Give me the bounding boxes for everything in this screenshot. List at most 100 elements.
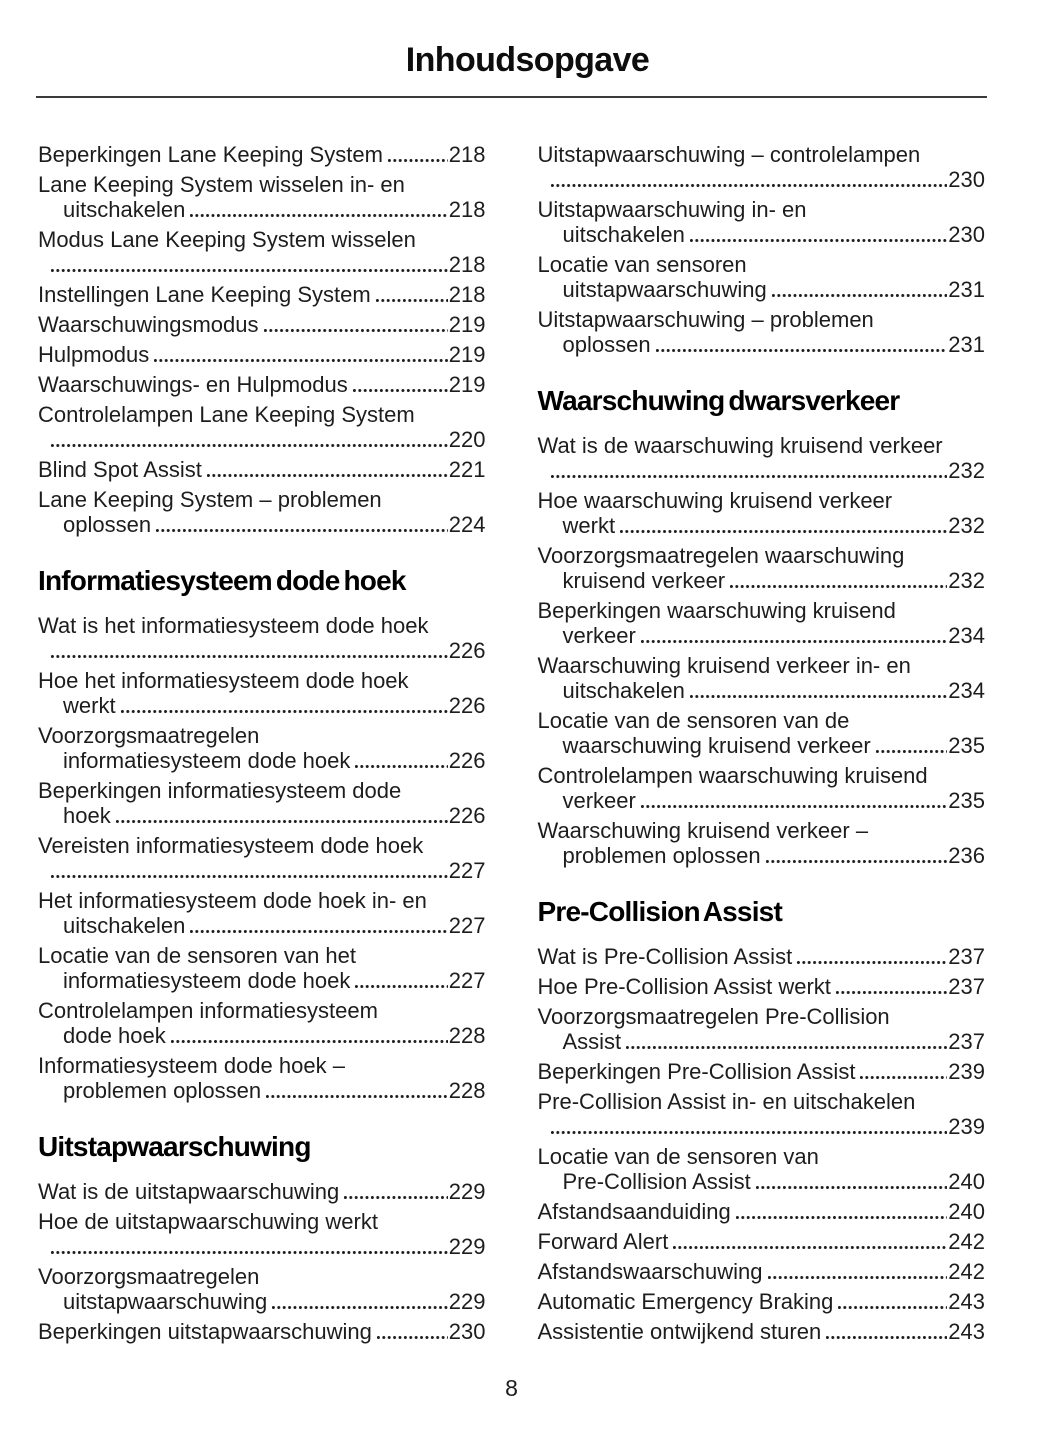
toc-entry: Pre-Collision Assist in- en uitschakelen… [538,1089,986,1139]
toc-entry-text: Beperkingen Lane Keeping System [38,142,383,167]
toc-entry-page-number: 219 [448,312,486,337]
toc-entry-page-number: 218 [448,282,486,307]
toc-entry-text: Wat is Pre-Collision Assist [537,944,793,969]
dot-leader [730,568,948,593]
dot-leader [689,222,948,247]
toc-entry-leader-line: 230 [538,167,985,192]
toc-entry-text: Assist [562,1029,622,1054]
toc-entry-text: dode hoek [63,1023,166,1048]
toc-entry-text: Hulpmodus [38,342,150,367]
toc-entry-line: Lane Keeping System wisselen in- en [38,172,405,197]
toc-entry: Controlelampen waarschuwing kruisend verk… [538,763,986,813]
toc-entry-line: Controlelampen informatiesysteem [38,998,378,1023]
toc-entry-leader-line: Assistentie ontwijkend sturen 243 [538,1319,986,1344]
toc-entry-leader-line: Instellingen Lane Keeping System 218 [38,282,486,307]
toc-entry-page-number: 226 [448,638,486,663]
toc-entry-text: Afstandswaarschuwing [537,1259,763,1284]
toc-entry-line: Beperkingen informatiesysteem dode [38,778,402,803]
dot-leader [387,142,448,167]
toc-entry-page-number: 230 [448,1319,486,1344]
dot-leader [765,843,948,868]
dot-leader [355,748,449,773]
toc-entry-page-number: 227 [448,858,486,883]
toc-entry: Hoe de uitstapwaarschuwing werkt 229 [38,1209,486,1259]
toc-entry-leader-line: hoek 226 [38,803,486,828]
toc-entry-leader-line: 227 [38,858,486,883]
toc-entry-page-number: 226 [448,803,486,828]
toc-entry: Forward Alert 242 [538,1229,986,1254]
section-heading: Pre-Collision Assist [537,896,783,927]
toc-entry-line: Het informatiesysteem dode hoek in- en [38,888,427,913]
toc-entry-leader-line: werkt 232 [538,513,986,538]
toc-entry: Locatie van de sensoren van het informati… [38,943,486,993]
toc-entry-leader-line: Blind Spot Assist 221 [38,457,486,482]
toc-entry-page-number: 230 [948,167,985,192]
toc-entry: Uitstapwaarschuwing – controlelampen 230 [538,142,986,192]
toc-entry: Wat is de uitstapwaarschuwing 229 [38,1179,486,1204]
toc-entry-text: problemen oplossen [63,1078,262,1103]
toc-entry-leader-line: verkeer 234 [538,623,986,648]
toc-entry-page-number: 228 [448,1078,486,1103]
toc-entry-leader-line: Waarschuwings- en Hulpmodus 219 [38,372,486,397]
dot-leader [771,277,948,302]
toc-entry-text: oplossen [562,332,651,357]
dot-leader [51,638,448,663]
toc-entry-text: uitschakelen [63,913,186,938]
toc-entry-leader-line: Forward Alert 242 [538,1229,986,1254]
toc-entry-line: Voorzorgsmaatregelen Pre-Collision [537,1004,890,1029]
toc-entry-leader-line: problemen oplossen 236 [538,843,986,868]
dot-leader [120,693,449,718]
toc-entry: Waarschuwings- en Hulpmodus 219 [38,372,486,397]
toc-entry-line: Uitstapwaarschuwing in- en [537,197,807,222]
toc-entry-text: Forward Alert [537,1229,669,1254]
toc-entry-leader-line: uitstapwaarschuwing 231 [538,277,986,302]
toc-entry-line: Hoe de uitstapwaarschuwing werkt [38,1209,378,1234]
dot-leader [352,372,448,397]
toc-entry-page-number: 218 [448,252,486,277]
toc-entry-page-number: 218 [448,197,486,222]
toc-entry-text: Hoe Pre-Collision Assist werkt [537,974,831,999]
toc-entry-text: Pre-Collision Assist [562,1169,751,1194]
toc-entry-page-number: 240 [948,1169,985,1194]
toc-entry-line: Uitstapwaarschuwing – problemen [537,307,874,332]
toc-column-1: Beperkingen Lane Keeping System 218 Lane K… [38,142,486,1349]
dot-leader [626,1029,948,1054]
toc-entry-line: Waarschuwing kruisend verkeer in- en [537,653,911,678]
toc-entry: Uitstapwaarschuwing – problemen oplossen 2… [538,307,986,357]
toc-entry-page-number: 221 [448,457,486,482]
toc-entry-line: Locatie van sensoren [537,252,747,277]
toc-entry-page-number: 234 [948,678,985,703]
toc-column-2: Uitstapwaarschuwing – controlelampen 230 U… [538,142,986,1349]
toc-entry: Beperkingen Lane Keeping System 218 [38,142,486,167]
toc-entry-text: Automatic Emergency Braking [537,1289,834,1314]
toc-entry-page-number: 237 [948,944,985,969]
toc-entry-line: Locatie van de sensoren van het [38,943,357,968]
toc-entry: Hoe Pre-Collision Assist werkt 237 [538,974,986,999]
dot-leader [156,512,448,537]
toc-entry-text: werkt [63,693,116,718]
toc-entry: Hoe waarschuwing kruisend verkeer werkt 23… [538,488,986,538]
toc-entry-page-number: 220 [448,427,486,452]
toc-entry: Voorzorgsmaatregelen waarschuwing kruisen… [538,543,986,593]
toc-entry-leader-line: kruisend verkeer 232 [538,568,986,593]
toc-entry: Beperkingen Pre-Collision Assist 239 [538,1059,986,1084]
toc-entry-page-number: 243 [948,1289,985,1314]
toc-entry-leader-line: informatiesysteem dode hoek 227 [38,968,486,993]
dot-leader [51,252,448,277]
toc-entry: Controlelampen informatiesysteem dode hoe… [38,998,486,1048]
toc-entry-page-number: 237 [948,1029,985,1054]
dot-leader [550,458,948,483]
toc-entry: Wat is Pre-Collision Assist 237 [538,944,986,969]
toc-columns: Beperkingen Lane Keeping System 218 Lane K… [0,98,1055,1349]
footer-page-number: 8 [505,1375,518,1401]
toc-entry: Assistentie ontwijkend sturen 243 [538,1319,986,1344]
toc-entry-text: informatiesysteem dode hoek [63,748,351,773]
toc-entry-page-number: 227 [448,913,486,938]
dot-leader [767,1259,948,1284]
toc-entry-leader-line: 239 [538,1114,985,1139]
section-heading: Uitstapwaarschuwing [38,1131,311,1162]
toc-entry-text: Waarschuwingsmodus [38,312,259,337]
toc-entry-page-number: 226 [448,748,486,773]
dot-leader [263,312,449,337]
toc-entry-line: Hoe waarschuwing kruisend verkeer [537,488,893,513]
